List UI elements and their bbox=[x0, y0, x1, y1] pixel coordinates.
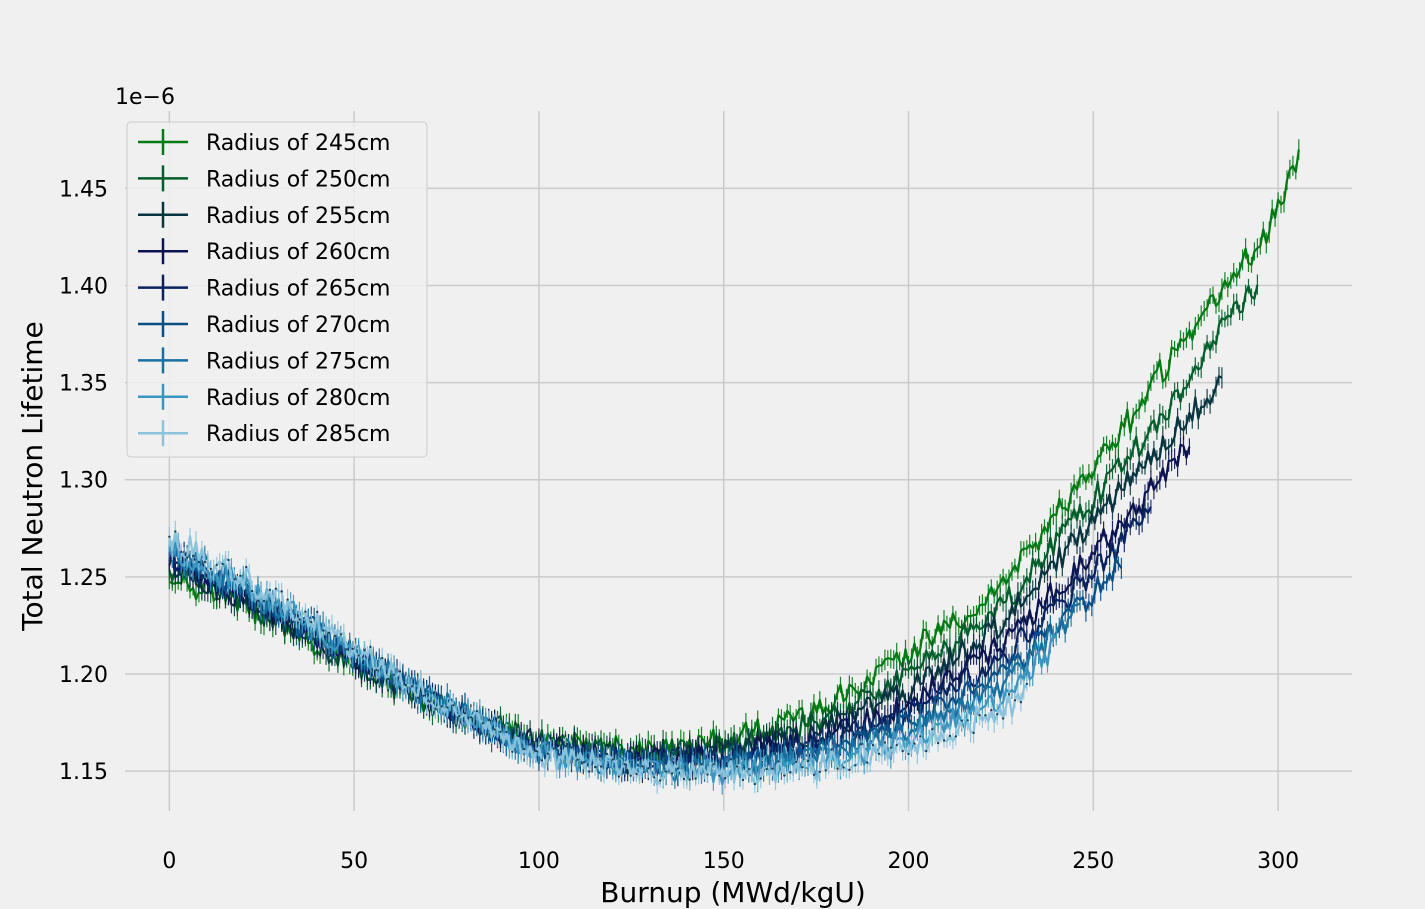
legend-item: Radius of 280cm bbox=[138, 383, 390, 411]
legend-label: Radius of 270cm bbox=[206, 313, 390, 338]
series-radius-of-260cm bbox=[168, 436, 1191, 783]
legend-item: Radius of 245cm bbox=[138, 129, 390, 156]
y-tick-label: 1.30 bbox=[59, 469, 108, 494]
legend-item: Radius of 285cm bbox=[138, 420, 390, 447]
series-line bbox=[168, 443, 1191, 774]
y-tick-label: 1.40 bbox=[59, 274, 108, 299]
legend-label: Radius of 265cm bbox=[206, 277, 390, 302]
tick-labels: 0 50 100 150 200 250 300 1.15 1.20 1.25 1.30 1.35 1.… bbox=[59, 177, 1299, 874]
legend-item: Radius of 260cm bbox=[138, 238, 390, 265]
legend-item: Radius of 255cm bbox=[138, 201, 390, 229]
series-error-bars bbox=[168, 538, 1122, 787]
legend-box bbox=[126, 121, 428, 458]
y-axis-label: Total Neutron Lifetime bbox=[16, 321, 49, 632]
legend: Radius of 245cm Radius of 250cm Radius of … bbox=[126, 121, 428, 458]
series-radius-of-285cm bbox=[168, 520, 1028, 794]
x-tick-label: 150 bbox=[703, 849, 745, 874]
series-radius-of-270cm bbox=[168, 538, 1123, 787]
x-tick-label: 250 bbox=[1072, 849, 1114, 874]
y-tick-label: 1.35 bbox=[59, 372, 108, 397]
legend-item: Radius of 265cm bbox=[138, 274, 390, 302]
series-line bbox=[168, 530, 1028, 786]
legend-label: Radius of 285cm bbox=[206, 422, 390, 447]
x-tick-label: 100 bbox=[518, 849, 560, 874]
y-tick-label: 1.20 bbox=[59, 663, 108, 688]
legend-label: Radius of 275cm bbox=[206, 349, 390, 374]
legend-label: Radius of 260cm bbox=[206, 240, 390, 265]
x-axis-label: Burnup (MWd/kgU) bbox=[600, 876, 866, 909]
legend-label: Radius of 280cm bbox=[206, 386, 390, 411]
x-tick-label: 0 bbox=[162, 849, 176, 874]
legend-label: Radius of 255cm bbox=[206, 204, 390, 229]
x-tick-label: 50 bbox=[340, 849, 368, 874]
legend-item: Radius of 270cm bbox=[138, 311, 390, 338]
y-tick-label: 1.25 bbox=[59, 566, 108, 591]
x-tick-label: 200 bbox=[888, 849, 930, 874]
x-tick-label: 300 bbox=[1257, 849, 1299, 874]
legend-item: Radius of 250cm bbox=[138, 165, 390, 192]
legend-item: Radius of 275cm bbox=[138, 347, 390, 374]
legend-label: Radius of 250cm bbox=[206, 167, 390, 192]
series-line bbox=[168, 538, 1057, 786]
series-markers bbox=[168, 530, 1028, 786]
y-tick-label: 1.15 bbox=[59, 760, 108, 785]
y-tick-label: 1.45 bbox=[59, 177, 108, 202]
legend-label: Radius of 245cm bbox=[206, 131, 390, 156]
series-layer bbox=[168, 139, 1300, 795]
y-offset-label: 1e−6 bbox=[115, 85, 175, 110]
